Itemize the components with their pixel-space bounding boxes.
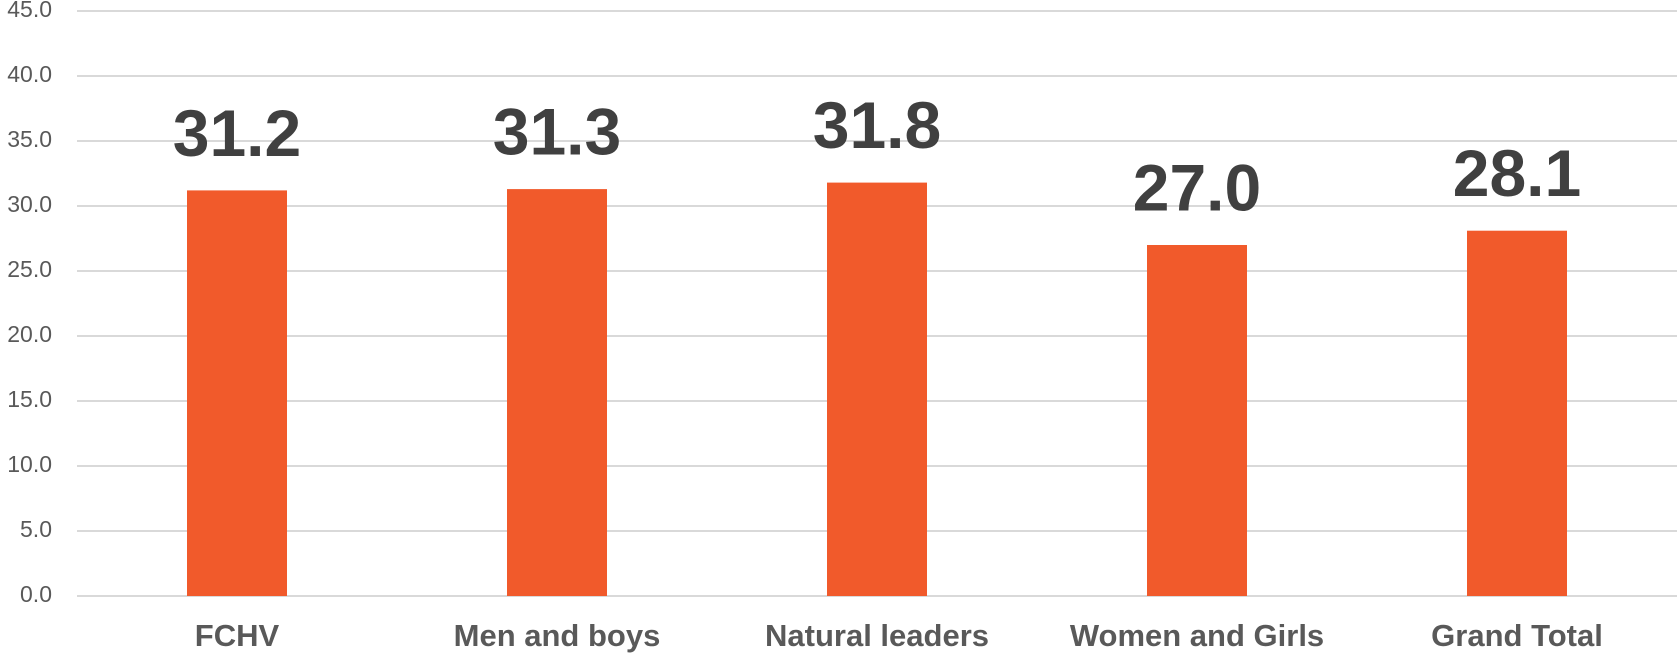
x-tick-label: Natural leaders <box>765 618 989 653</box>
bar <box>187 190 287 596</box>
y-tick-label: 45.0 <box>7 0 52 22</box>
x-tick-label: FCHV <box>195 618 280 653</box>
y-tick-label: 30.0 <box>7 191 52 217</box>
x-tick-label: Men and boys <box>454 618 661 653</box>
y-tick-label: 15.0 <box>7 386 52 412</box>
data-label: 31.3 <box>493 95 621 169</box>
x-tick-label: Women and Girls <box>1070 618 1324 653</box>
y-tick-label: 20.0 <box>7 321 52 347</box>
data-label: 31.8 <box>813 88 941 162</box>
data-label: 31.2 <box>173 96 301 170</box>
y-tick-label: 35.0 <box>7 126 52 152</box>
y-tick-label: 0.0 <box>20 581 52 607</box>
y-tick-label: 25.0 <box>7 256 52 282</box>
y-tick-label: 40.0 <box>7 61 52 87</box>
data-label: 28.1 <box>1453 136 1581 210</box>
data-label: 27.0 <box>1133 150 1261 224</box>
y-tick-label: 10.0 <box>7 451 52 477</box>
bar <box>1467 230 1567 596</box>
bar <box>1147 245 1247 596</box>
y-tick-label: 5.0 <box>20 516 52 542</box>
bar <box>827 182 927 596</box>
x-tick-label: Grand Total <box>1431 618 1603 653</box>
bar <box>507 189 607 596</box>
